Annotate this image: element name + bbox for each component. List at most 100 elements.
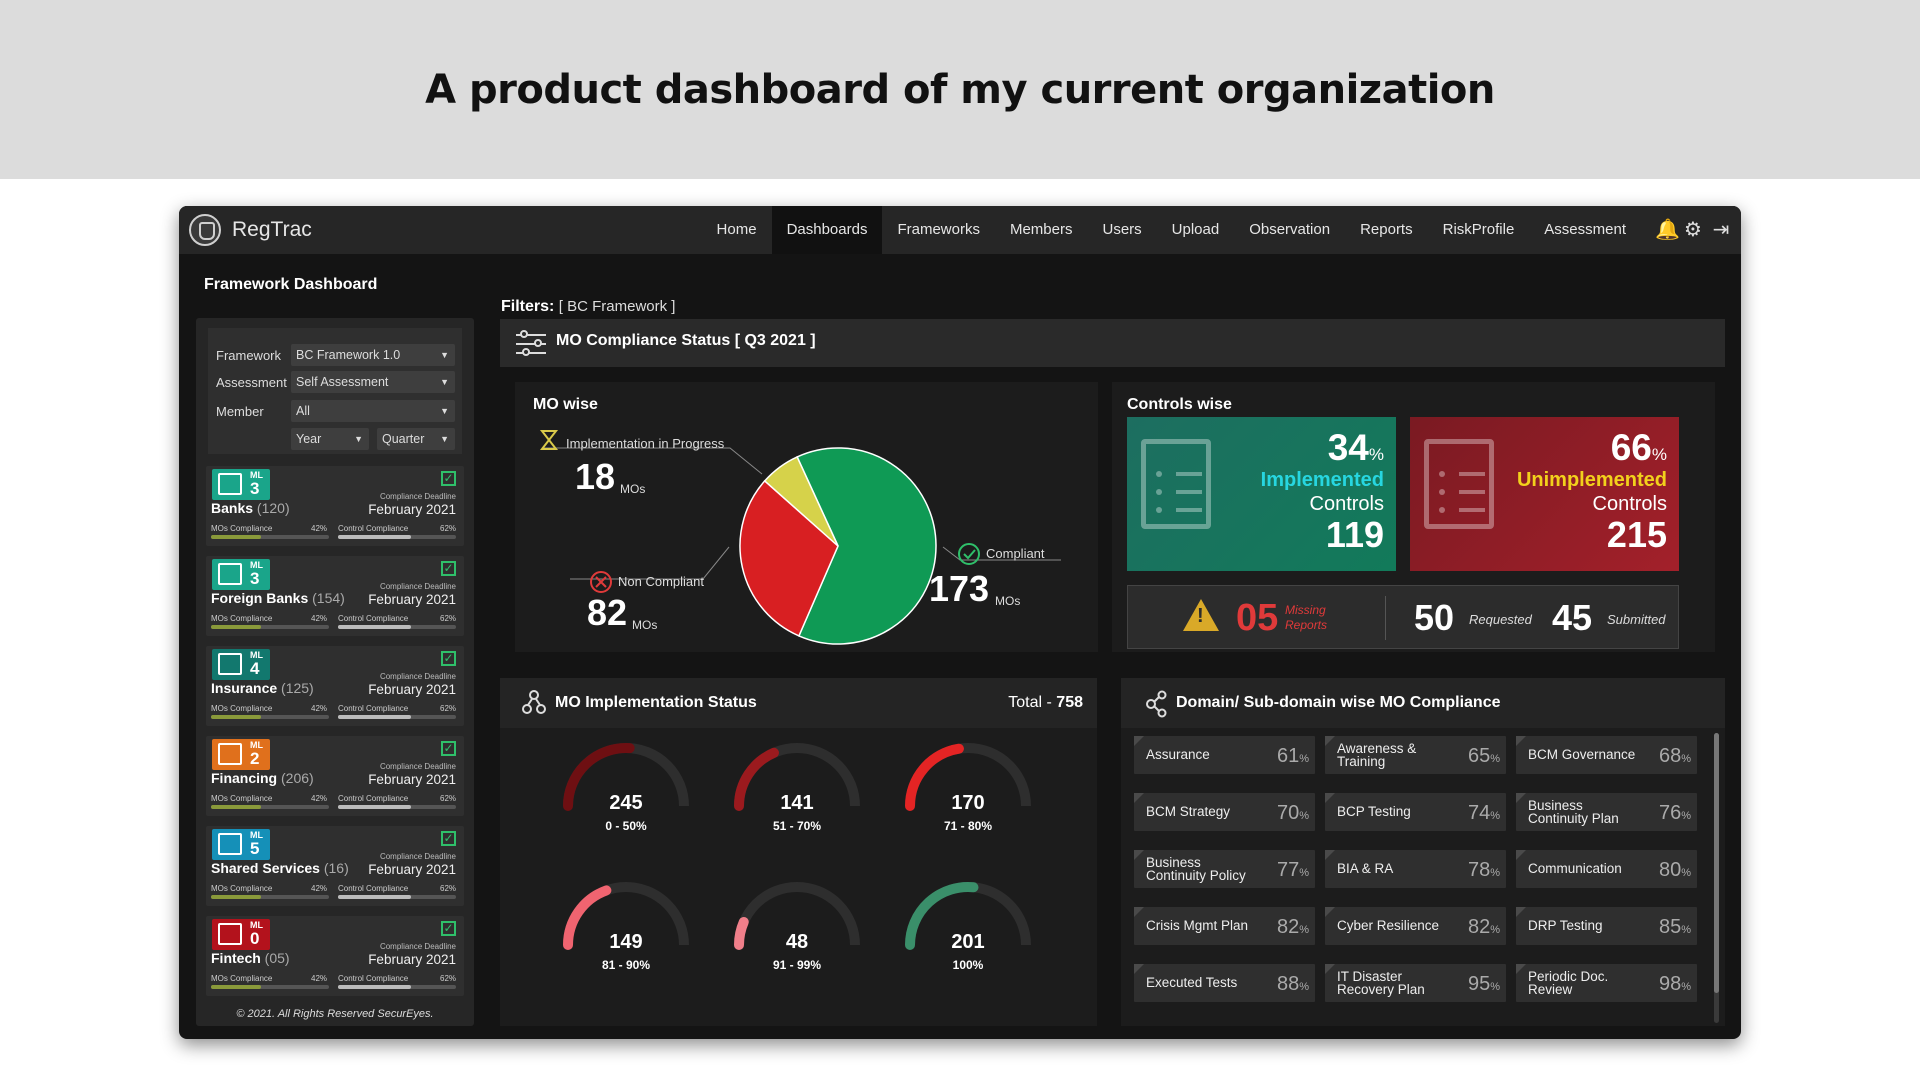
domain-tile[interactable]: Assurance 61%: [1134, 736, 1315, 774]
mos-compliance-fill: [211, 535, 261, 539]
domain-tile[interactable]: Communication 80%: [1516, 850, 1697, 888]
share-nodes-icon: [1146, 690, 1167, 718]
domain-compliance-panel: Domain/ Sub-domain wise MO Compliance As…: [1121, 678, 1725, 1026]
ml-label: ML: [250, 470, 263, 480]
domain-pct: 88%: [1276, 973, 1309, 995]
domain-scrollbar-thumb[interactable]: [1714, 733, 1719, 993]
domain-tile[interactable]: Periodic Doc. Review 98%: [1516, 964, 1697, 1002]
member-select[interactable]: All: [291, 400, 455, 422]
gear-icon[interactable]: ⚙: [1684, 219, 1702, 241]
domain-tile[interactable]: Business Continuity Plan 76%: [1516, 793, 1697, 831]
implemented-count: 119: [1325, 514, 1384, 555]
nav-members[interactable]: Members: [1009, 221, 1073, 238]
pie-slice-compliant[interactable]: [796, 447, 937, 645]
domain-scrollbar[interactable]: [1714, 733, 1719, 1023]
category-badge: ML 2: [212, 739, 270, 770]
category-card[interactable]: ML 3 ✓ Banks (120) Compliance Deadline Februa…: [206, 466, 464, 546]
ml-label: ML: [250, 560, 263, 570]
domain-tile[interactable]: BCM Strategy 70%: [1134, 793, 1315, 831]
pie-slice-non-compliant[interactable]: [739, 479, 839, 637]
domain-tile[interactable]: BIA & RA 78%: [1325, 850, 1506, 888]
domain-tile[interactable]: Executed Tests 88%: [1134, 964, 1315, 1002]
category-card[interactable]: ML 3 ✓ Foreign Banks (154) Compliance Deadli…: [206, 556, 464, 636]
domain-tile[interactable]: IT Disaster Recovery Plan 95%: [1325, 964, 1506, 1002]
main-nav: Home Dashboards Frameworks Members Users Uplo…: [702, 206, 1641, 254]
missing-reports-value: 05: [1236, 597, 1279, 639]
control-compliance-pct: 62%: [440, 704, 457, 713]
copyright: © 2021. All Rights Reserved SecurEyes.: [236, 1008, 434, 1020]
mos-compliance-pct: 42%: [311, 524, 328, 533]
mo-implementation-title: MO Implementation Status: [555, 694, 757, 711]
reports-bar: 05 Missing Reports 50 Requested 45 Submi…: [1127, 585, 1679, 649]
mos-compliance-pct: 42%: [311, 974, 328, 983]
ml-label: ML: [250, 740, 263, 750]
category-card[interactable]: ML 5 ✓ Shared Services (16) Compliance Deadl…: [206, 826, 464, 906]
mo-implementation-header: MO Implementation Status Total - 758: [500, 678, 1097, 728]
domain-name: Business Continuity Policy: [1146, 855, 1246, 883]
deadline-label: Compliance Deadline: [379, 942, 456, 951]
nav-frameworks[interactable]: Frameworks: [897, 221, 980, 238]
requested-label: Requested: [1469, 612, 1532, 627]
nav-assessment[interactable]: Assessment: [1544, 221, 1626, 238]
category-card[interactable]: ML 2 ✓ Financing (206) Compliance Deadline Fe…: [206, 736, 464, 816]
domain-tile[interactable]: Cyber Resilience 82%: [1325, 907, 1506, 945]
gauge-fill: [905, 882, 979, 950]
mos-compliance-bar: [211, 805, 329, 809]
check-icon: ✓: [441, 651, 456, 666]
nav-upload[interactable]: Upload: [1171, 221, 1220, 238]
nav-riskprofile[interactable]: RiskProfile: [1442, 221, 1515, 238]
control-compliance-bar: [338, 625, 456, 629]
quarter-select[interactable]: Quarter: [377, 428, 455, 450]
deadline-label: Compliance Deadline: [379, 672, 456, 681]
deadline-label: Compliance Deadline: [379, 852, 456, 861]
mos-compliance-bar: [211, 625, 329, 629]
control-compliance-pct: 62%: [440, 974, 457, 983]
category-badge: ML 0: [212, 919, 270, 950]
control-compliance-fill: [338, 895, 412, 899]
controls-wise-title: Controls wise: [1127, 396, 1232, 413]
document-check-icon: [1141, 439, 1211, 529]
category-name: Banks (120): [211, 500, 290, 516]
in-progress-unit: MOs: [620, 482, 646, 496]
gauge: [734, 882, 860, 950]
nav-dashboards[interactable]: Dashboards: [771, 206, 883, 254]
framework-select[interactable]: BC Framework 1.0: [291, 344, 455, 366]
domain-tile[interactable]: BCP Testing 74%: [1325, 793, 1506, 831]
domain-name: Communication: [1528, 861, 1622, 876]
nav-users[interactable]: Users: [1102, 221, 1142, 238]
domain-name: Awareness & Training: [1337, 741, 1417, 769]
domain-tile[interactable]: Awareness & Training 65%: [1325, 736, 1506, 774]
assessment-select[interactable]: Self Assessment: [291, 371, 455, 393]
app-window: RegTrac Home Dashboards Frameworks Members U…: [179, 206, 1741, 1039]
logout-icon[interactable]: ⇥: [1712, 219, 1730, 241]
mo-implementation-panel: MO Implementation Status Total - 758 245…: [500, 678, 1097, 1026]
mos-compliance-bar: [211, 715, 329, 719]
nav-observation[interactable]: Observation: [1249, 221, 1331, 238]
nav-home[interactable]: Home: [716, 221, 757, 238]
domain-tile[interactable]: BCM Governance 68%: [1516, 736, 1697, 774]
gauge: [905, 882, 1031, 950]
bell-icon[interactable]: 🔔: [1655, 219, 1680, 241]
mos-compliance-label: MOs Compliance: [211, 974, 273, 983]
domain-tile[interactable]: Crisis Mgmt Plan 82%: [1134, 907, 1315, 945]
year-select[interactable]: Year: [291, 428, 369, 450]
pie-slice-in-progress[interactable]: [763, 455, 839, 547]
implementation-gauges: [563, 743, 1031, 950]
ml-level: 0: [250, 929, 260, 948]
compliant-unit: MOs: [995, 594, 1021, 608]
gauge-fill: [905, 743, 964, 811]
control-compliance-fill: [338, 535, 412, 539]
category-icon: [218, 923, 242, 945]
category-card[interactable]: ML 0 ✓ Fintech (05) Compliance Deadline Febru…: [206, 916, 464, 996]
domain-pct: 95%: [1467, 973, 1500, 995]
unimplemented-card[interactable]: 66% Unimplemented Controls 215: [1410, 417, 1679, 571]
domain-tile[interactable]: Business Continuity Policy 77%: [1134, 850, 1315, 888]
left-panel: Framework BC Framework 1.0 Assessment Se…: [196, 318, 474, 1026]
nav-reports[interactable]: Reports: [1360, 221, 1413, 238]
filters-value[interactable]: [ BC Framework ]: [558, 298, 676, 315]
domain-tile[interactable]: DRP Testing 85%: [1516, 907, 1697, 945]
gauge-range: 81 - 90%: [601, 958, 651, 972]
category-card[interactable]: ML 4 ✓ Insurance (125) Compliance Deadline Fe…: [206, 646, 464, 726]
unimplemented-pct: 66%: [1610, 427, 1667, 468]
implemented-card[interactable]: 34% Implemented Controls 119: [1127, 417, 1396, 571]
